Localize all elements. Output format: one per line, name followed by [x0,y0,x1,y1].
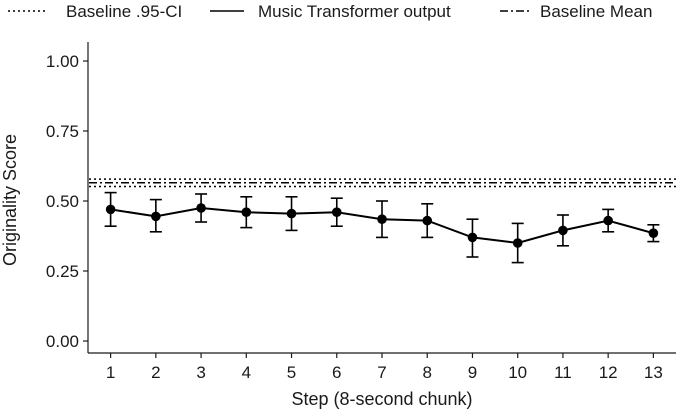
data-point [151,211,161,222]
legend-label: Baseline Mean [540,2,652,21]
data-point [648,228,659,238]
x-axis-title: Step (8-second chunk) [291,389,472,409]
x-tick-label: 13 [644,363,663,382]
y-tick-label: 0.75 [46,122,79,141]
legend: Baseline .95-CI Music Transformer output B… [8,2,652,21]
x-tick-label: 4 [242,363,251,382]
y-axis-title: Originality Score [0,134,20,266]
legend-label: Baseline .95-CI [66,2,182,21]
x-ticks: 1 2 3 4 5 6 7 8 9 10 11 12 13 [106,353,663,382]
legend-label: Music Transformer output [258,2,451,21]
y-tick-label: 0.25 [46,262,79,281]
data-point [558,225,568,236]
data-point [331,207,342,217]
data-point [286,208,297,219]
data-point [467,232,478,243]
y-tick-label: 1.00 [46,52,79,71]
y-tick-label: 0.50 [46,192,79,211]
data-points [105,203,659,248]
x-tick-label: 3 [196,363,205,382]
x-tick-label: 8 [422,363,431,382]
x-tick-label: 11 [554,363,572,382]
x-tick-label: 9 [468,363,477,382]
x-tick-label: 12 [599,363,618,382]
x-tick-label: 2 [151,363,160,382]
data-point [241,207,252,217]
x-tick-label: 6 [332,363,341,382]
baseline-reference-lines [89,178,676,188]
data-point [105,204,116,215]
x-tick-label: 10 [508,363,527,382]
data-point [422,215,433,226]
x-tick-label: 5 [287,363,296,382]
y-tick-label: 0.00 [46,332,79,351]
data-point [377,214,387,224]
y-ticks: 0.00 0.25 0.50 0.75 1.00 [46,52,88,351]
x-tick-label: 1 [106,363,115,382]
data-point [603,215,613,226]
data-point [196,203,206,213]
axes [87,42,676,354]
x-tick-label: 7 [377,363,386,382]
data-point [512,238,523,248]
